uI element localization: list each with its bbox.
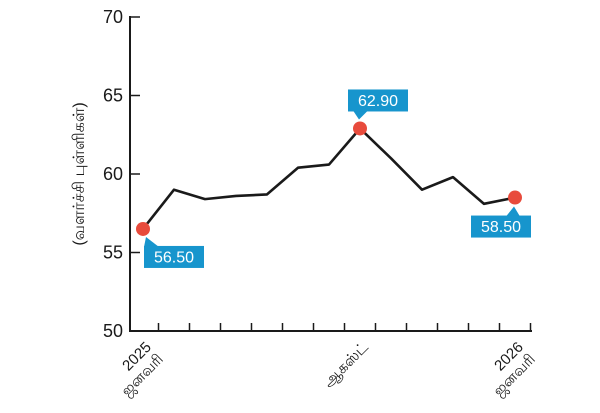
axes-frame bbox=[129, 16, 532, 332]
callout-box bbox=[348, 89, 408, 112]
x-axis-label: ஆகஸ்ட் bbox=[320, 339, 372, 391]
callout-box bbox=[471, 215, 531, 238]
y-axis-tick-label: 60 bbox=[103, 164, 123, 184]
y-axis-tick-label: 50 bbox=[103, 321, 123, 341]
value-callout: 62.90 bbox=[348, 89, 408, 136]
callout-value: 56.50 bbox=[154, 249, 194, 266]
value-callout: 58.50 bbox=[471, 190, 531, 238]
data-point-marker bbox=[136, 221, 150, 236]
callout-box bbox=[144, 245, 204, 268]
callout-value: 58.50 bbox=[481, 219, 521, 236]
callout-value: 62.90 bbox=[358, 93, 398, 110]
data-point-marker bbox=[353, 121, 367, 136]
y-axis-title: (வளர்ச்சி புள்ளிகள்) bbox=[71, 102, 88, 245]
y-axis-tick-label: 55 bbox=[103, 243, 123, 263]
data-point-marker bbox=[508, 190, 522, 205]
callout-pointer bbox=[144, 236, 159, 247]
y-axis-tick-label: 65 bbox=[103, 86, 123, 106]
value-callout: 56.50 bbox=[136, 221, 204, 268]
callout-pointer bbox=[353, 110, 368, 120]
y-axis-tick-label: 70 bbox=[103, 7, 123, 27]
callout-pointer bbox=[506, 206, 520, 217]
series-line bbox=[141, 127, 517, 231]
